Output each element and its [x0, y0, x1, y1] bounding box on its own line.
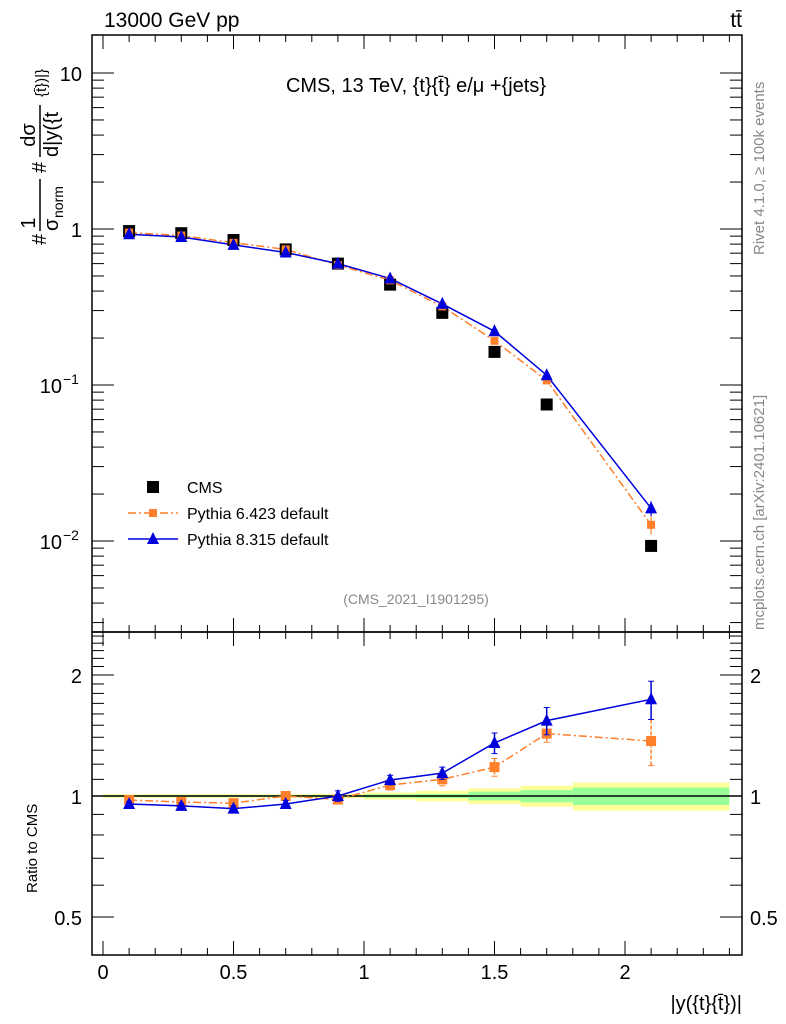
header-left: 13000 GeV pp	[104, 9, 239, 32]
y-tick-label: 10	[40, 532, 62, 554]
pythia-6-423-default-ratio-point	[489, 762, 500, 773]
ratio-tick-label-left: 0.5	[54, 908, 82, 930]
pythia-6-423-default-ratio-point	[646, 736, 657, 747]
header-right: tt̄	[730, 9, 742, 32]
legend-label-pythia-6-423-default: Pythia 6.423 default	[187, 506, 329, 523]
cms-point	[488, 345, 501, 358]
pythia-8-315-default-point	[384, 271, 397, 284]
x-tick-label: 1.5	[481, 962, 509, 984]
pythia-8-315-default-ratio-point	[227, 801, 240, 814]
legend-label-pythia-8-315-default: Pythia 8.315 default	[187, 532, 329, 549]
ratio-tick-label-left: 2	[71, 666, 82, 688]
y-tick-label: 10	[40, 376, 62, 398]
pythia-6-423-default-ratio-point	[280, 791, 291, 801]
legend-marker-pythia-6-423-default	[149, 509, 157, 517]
pythia-6-423-default-line	[129, 231, 652, 526]
ratio-y-label: Ratio to CMS	[24, 804, 41, 893]
pythia-8-315-default-point	[123, 227, 136, 240]
pythia-8-315-default-point	[488, 324, 501, 337]
x-tick-label: 0.5	[220, 962, 248, 984]
pythia-8-315-default-ratio-point	[331, 789, 344, 801]
plot-title: CMS, 13 TeV, {t}{t̄} e/μ +{jets}	[286, 75, 546, 97]
y-label-num2: dσ	[18, 123, 40, 147]
y-label-den1: σ	[41, 218, 63, 231]
legend-marker-cms	[147, 481, 159, 493]
cms-point	[540, 398, 553, 411]
y-tick-label-exponent: −1	[63, 371, 79, 387]
ratio-tick-label-right: 1	[750, 787, 761, 809]
pythia-6-423-default-point	[542, 376, 551, 385]
ratio-panel-frame	[91, 631, 743, 956]
pythia-8-315-default-point	[175, 230, 188, 243]
ratio-tick-label-right: 2	[750, 666, 761, 688]
pythia-8-315-default-ratio-point	[384, 772, 397, 785]
pythia-8-315-default-point	[331, 256, 344, 269]
y-label-num1: 1	[18, 217, 40, 228]
pythia-8-315-default-point	[279, 245, 292, 258]
ratio-tick-label-left: 1	[71, 787, 82, 809]
cms-point	[645, 539, 658, 552]
pythia-8-315-default-ratio-point	[436, 766, 449, 779]
pythia-8-315-default-point	[436, 296, 449, 309]
x-axis-label: |y({t}{t̄})|	[670, 993, 742, 1015]
pythia-8-315-default-line	[129, 233, 652, 509]
y-label-den2-sup: {t̄})|}	[33, 69, 50, 97]
pythia-8-315-default-point	[227, 237, 240, 250]
pythia-8-315-default-ratio-point	[645, 692, 658, 705]
pythia-8-315-default-ratio-line	[129, 698, 652, 810]
pythia-8-315-default-ratio-point	[123, 797, 136, 810]
x-tick-label: 0	[97, 962, 108, 984]
pythia-8-315-default-ratio-point	[175, 798, 188, 811]
pythia-8-315-default-point	[645, 501, 658, 514]
legend-marker-pythia-8-315-default	[147, 532, 159, 544]
y-axis-label: # 1 σ norm # dσ d|y({t {t̄})|}	[18, 69, 66, 245]
pythia-8-315-default-ratio-point	[540, 713, 553, 726]
y-label-hash1: #	[29, 233, 51, 245]
y-label-den1-sub: norm	[50, 186, 66, 218]
legend-label-cms: CMS	[187, 480, 223, 497]
y-tick-label: 1	[71, 220, 82, 242]
pythia-6-423-default-point	[490, 336, 499, 345]
y-tick-label: 10	[60, 64, 82, 86]
analysis-id: (CMS_2021_I1901295)	[343, 591, 489, 607]
pythia-8-315-default-ratio-point	[279, 797, 292, 810]
pythia-8-315-default-point	[540, 368, 553, 381]
y-label-den2: d|y({t	[41, 111, 63, 157]
ratio-tick-label-right: 0.5	[750, 908, 778, 930]
mcplots-label: mcplots.cern.ch [arXiv:2401.10621]	[751, 395, 768, 630]
pythia-8-315-default-ratio-point	[488, 735, 501, 748]
pythia-6-423-default-point	[647, 520, 656, 529]
y-label-hash2: #	[29, 161, 51, 173]
x-tick-label: 2	[619, 962, 630, 984]
rivet-label: Rivet 4.1.0, ≥ 100k events	[751, 82, 768, 255]
x-tick-label: 1	[358, 962, 369, 984]
pythia-6-423-default-ratio-line	[129, 732, 652, 804]
y-tick-label-exponent: −2	[63, 527, 79, 543]
